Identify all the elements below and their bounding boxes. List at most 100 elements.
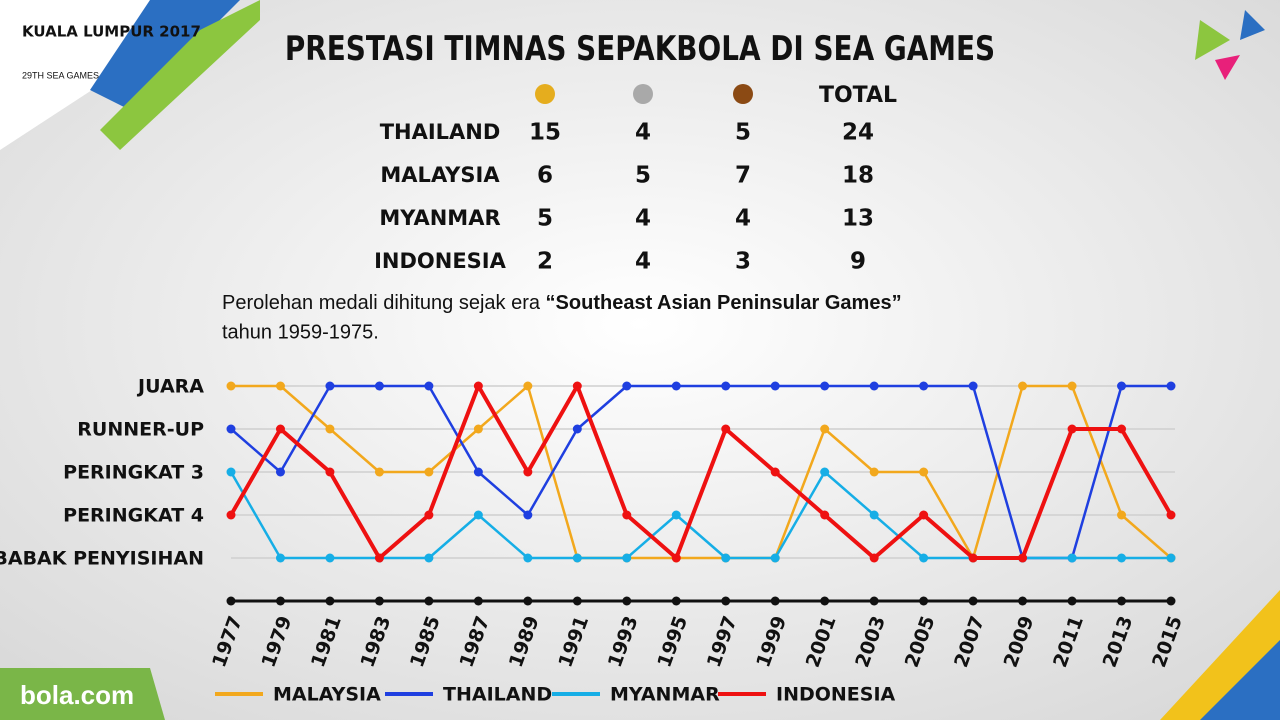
data-point <box>919 381 929 391</box>
data-point <box>622 553 632 563</box>
data-point <box>721 381 731 391</box>
data-point <box>820 424 830 434</box>
data-point <box>523 467 533 477</box>
x-tick-dot <box>275 596 285 606</box>
x-tick-dot <box>919 596 929 606</box>
medal-count: 6 <box>537 163 553 189</box>
data-point <box>473 510 483 520</box>
data-point <box>473 381 483 391</box>
data-point <box>671 553 681 563</box>
data-point <box>424 553 434 563</box>
data-point <box>523 510 533 520</box>
data-point <box>919 510 929 520</box>
data-point <box>1067 424 1077 434</box>
data-point <box>572 381 582 391</box>
data-point <box>325 467 335 477</box>
data-point <box>424 467 434 477</box>
medal-count: 4 <box>735 206 751 232</box>
medal-icon <box>633 84 653 104</box>
x-tick-dot <box>572 596 582 606</box>
data-point <box>1166 381 1176 391</box>
x-tick-dot <box>424 596 434 606</box>
medal-count: 2 <box>537 249 553 275</box>
data-point <box>424 381 434 391</box>
data-point <box>1166 510 1176 520</box>
x-tick-dot <box>1018 596 1028 606</box>
y-tick-label: RUNNER-UP <box>77 419 204 441</box>
x-tick-dot <box>523 596 533 606</box>
data-point <box>523 553 533 563</box>
data-point <box>1117 381 1127 391</box>
x-tick-dot <box>869 596 879 606</box>
data-point <box>226 424 236 434</box>
country-name: THAILAND <box>380 120 501 144</box>
medal-count: 9 <box>850 249 866 275</box>
x-tick-dot <box>1166 596 1176 606</box>
medal-count: 3 <box>735 249 751 275</box>
data-point <box>572 553 582 563</box>
medal-count: 24 <box>842 120 874 146</box>
y-tick-label: JUARA <box>136 376 204 398</box>
x-tick-dot <box>671 596 681 606</box>
note-tail: tahun 1959-1975. <box>222 321 379 343</box>
legend-label: INDONESIA <box>776 684 896 706</box>
data-point <box>770 467 780 477</box>
data-point <box>275 424 285 434</box>
data-point <box>622 381 632 391</box>
data-point <box>869 553 879 563</box>
data-point <box>968 553 978 563</box>
data-point <box>1117 553 1127 563</box>
series-line <box>231 384 1172 560</box>
data-point <box>325 424 335 434</box>
x-tick-dot <box>820 596 830 606</box>
data-point <box>325 381 335 391</box>
medal-icon <box>733 84 753 104</box>
total-header: TOTAL <box>819 83 897 108</box>
logo-event: KUALA LUMPUR 2017 <box>22 23 201 41</box>
series-line <box>230 384 1171 560</box>
data-point <box>770 381 780 391</box>
data-point <box>721 553 731 563</box>
data-point <box>1067 553 1077 563</box>
medal-count: 5 <box>635 163 651 189</box>
legend-label: MALAYSIA <box>273 684 381 706</box>
data-point <box>919 553 929 563</box>
note-text: Perolehan medali dihitung sejak era <box>222 292 546 314</box>
data-point <box>473 467 483 477</box>
data-point <box>226 381 236 391</box>
x-tick-dot <box>325 596 335 606</box>
data-point <box>770 553 780 563</box>
data-point <box>968 381 978 391</box>
data-point <box>1166 553 1176 563</box>
data-point <box>275 553 285 563</box>
medal-count: 7 <box>735 163 751 189</box>
legend-label: MYANMAR <box>610 684 720 706</box>
medal-count: 4 <box>635 120 651 146</box>
data-point <box>721 424 731 434</box>
legend-label: THAILAND <box>443 684 552 706</box>
note-highlight: “Southeast Asian Peninsular Games” <box>546 292 902 314</box>
x-tick-dot <box>374 596 384 606</box>
data-point <box>523 381 533 391</box>
data-point <box>1117 424 1127 434</box>
medal-count: 4 <box>635 206 651 232</box>
data-point <box>869 381 879 391</box>
data-point <box>820 510 830 520</box>
data-point <box>374 467 384 477</box>
data-point <box>374 381 384 391</box>
country-name: INDONESIA <box>374 249 507 273</box>
data-point <box>671 510 681 520</box>
x-tick-dot <box>226 596 236 606</box>
data-point <box>1117 510 1127 520</box>
x-tick-dot <box>721 596 731 606</box>
y-tick-label: PERINGKAT 4 <box>63 505 204 527</box>
data-point <box>622 510 632 520</box>
medal-count: 15 <box>529 120 561 146</box>
medal-count: 4 <box>635 249 651 275</box>
x-tick-dot <box>770 596 780 606</box>
data-point <box>820 467 830 477</box>
